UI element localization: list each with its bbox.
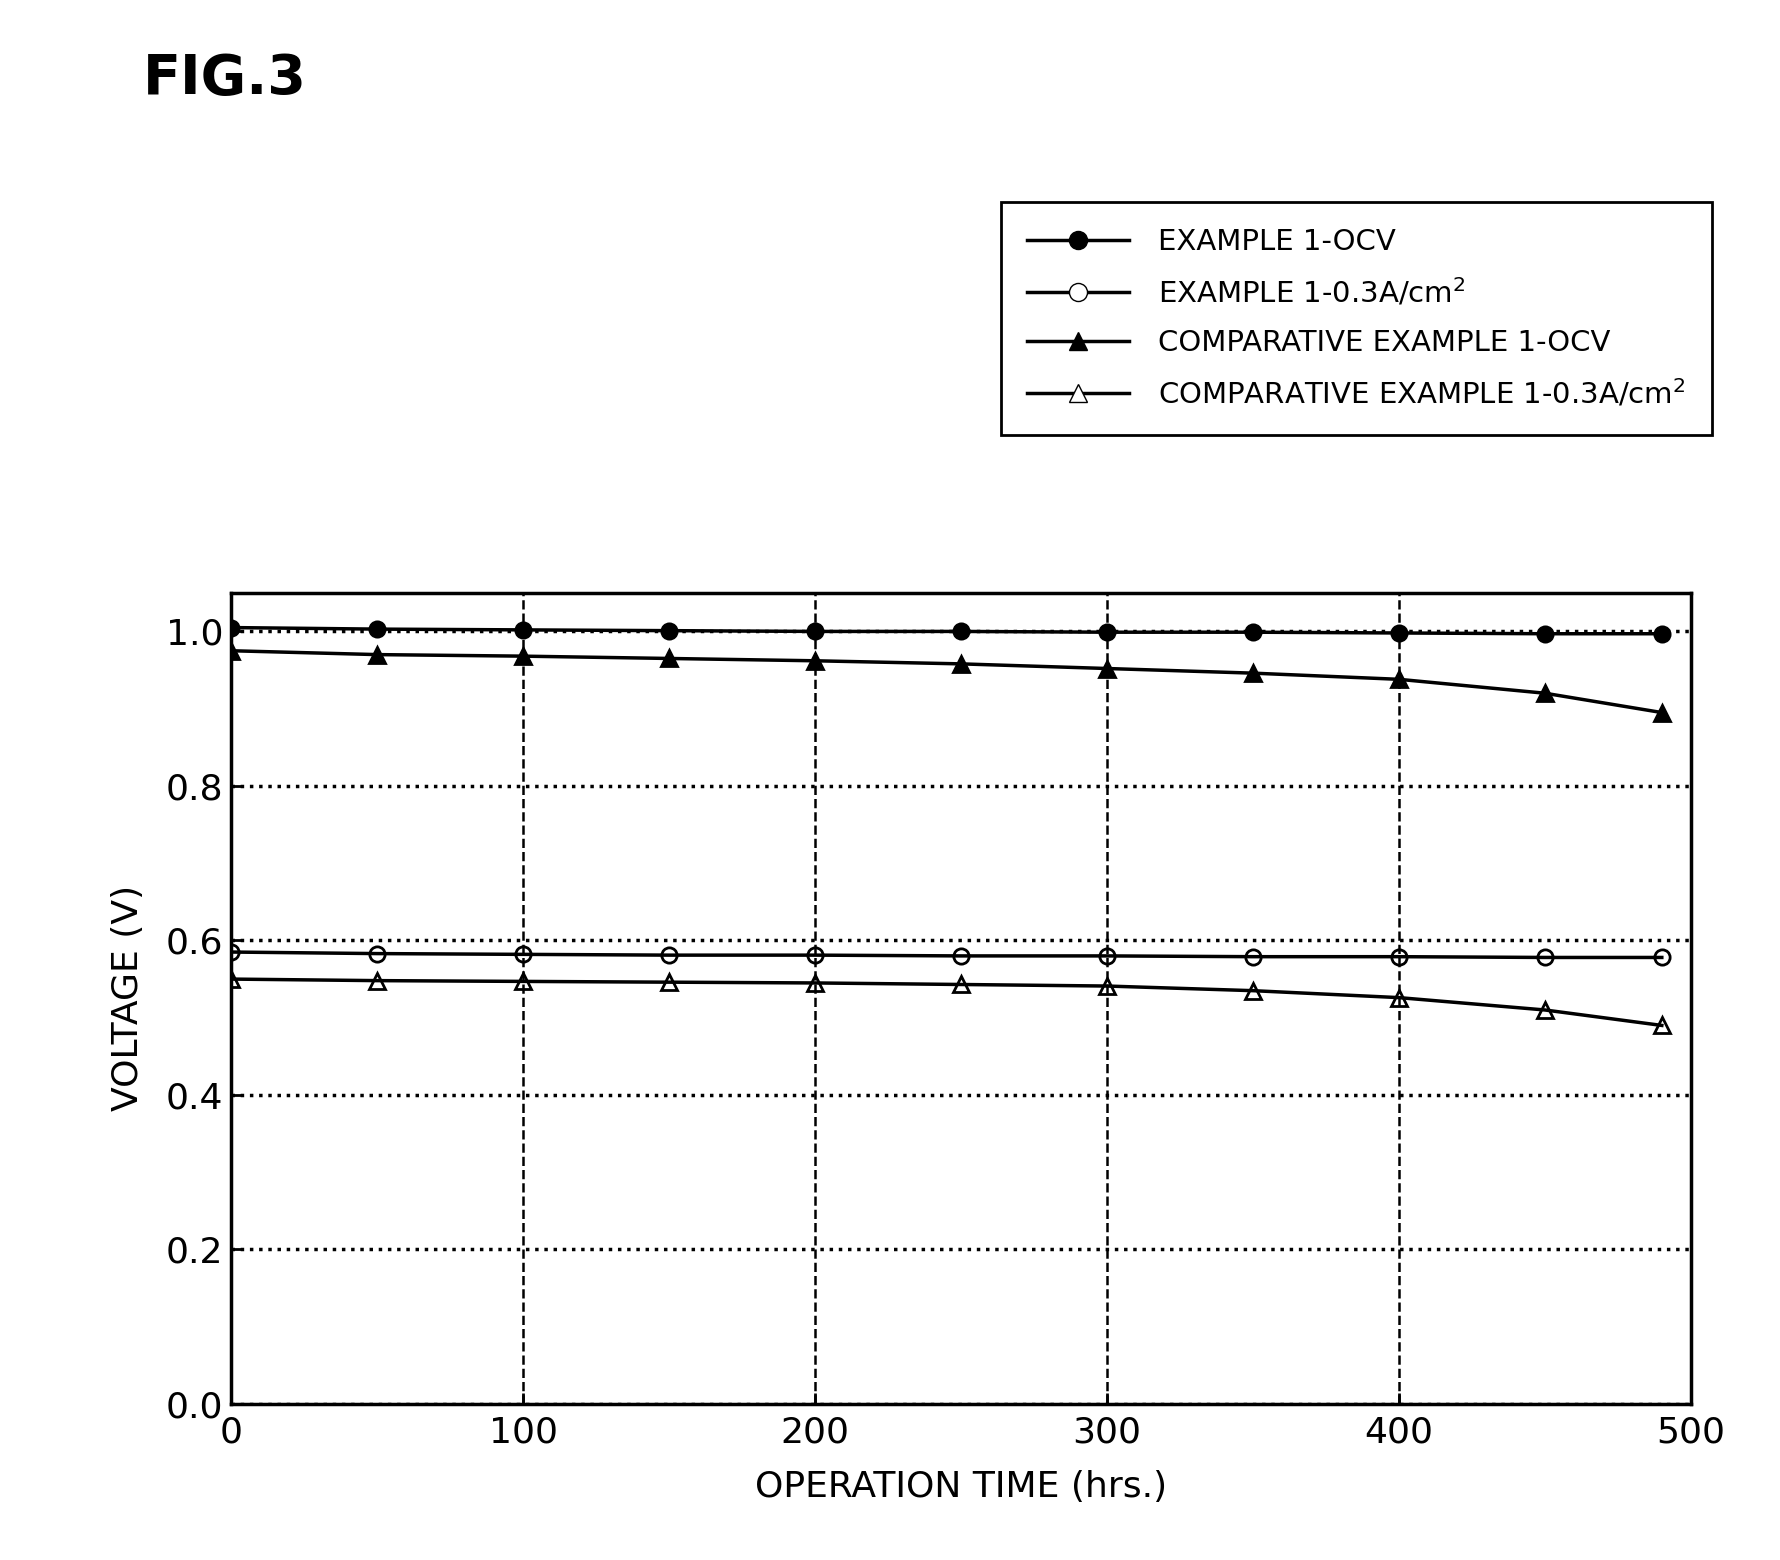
Y-axis label: VOLTAGE (V): VOLTAGE (V) xyxy=(110,886,144,1111)
X-axis label: OPERATION TIME (hrs.): OPERATION TIME (hrs.) xyxy=(755,1470,1168,1504)
Text: FIG.3: FIG.3 xyxy=(142,51,306,106)
Legend: EXAMPLE 1-OCV, EXAMPLE 1-0.3A/cm$^2$, COMPARATIVE EXAMPLE 1-OCV, COMPARATIVE EXA: EXAMPLE 1-OCV, EXAMPLE 1-0.3A/cm$^2$, CO… xyxy=(1000,201,1712,435)
